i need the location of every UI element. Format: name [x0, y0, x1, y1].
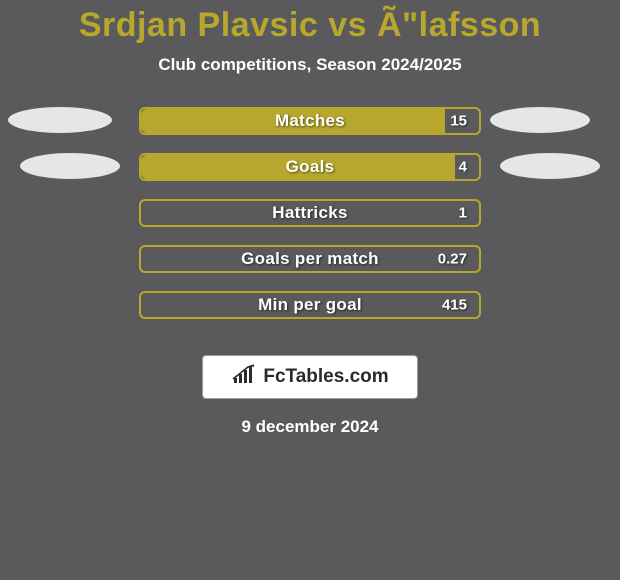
stat-row: Goals per match0.27 [0, 245, 620, 273]
fctables-logo: FcTables.com [202, 355, 418, 399]
page-subtitle: Club competitions, Season 2024/2025 [0, 55, 620, 75]
chart-icon [231, 364, 257, 391]
stat-row: Goals4 [0, 153, 620, 181]
stat-value: 15 [450, 113, 467, 130]
stat-bar: Min per goal415 [139, 291, 481, 319]
stat-label: Goals per match [141, 249, 479, 269]
stat-value: 4 [459, 159, 467, 176]
stat-value: 0.27 [438, 251, 467, 268]
page-title: Srdjan Plavsic vs Ã"lafsson [0, 0, 620, 45]
snapshot-date: 9 december 2024 [0, 417, 620, 437]
stat-label: Hattricks [141, 203, 479, 223]
logo-text: FcTables.com [263, 366, 388, 388]
stat-label: Goals [141, 157, 479, 177]
stats-rows: Matches15 Goals4 Hattricks1 Goals per match… [0, 107, 620, 337]
stat-label: Matches [141, 111, 479, 131]
stat-bar: Matches15 [139, 107, 481, 135]
stat-row: Min per goal415 [0, 291, 620, 319]
stat-bar: Goals4 [139, 153, 481, 181]
stat-bar: Hattricks1 [139, 199, 481, 227]
stat-label: Min per goal [141, 295, 479, 315]
stat-value: 415 [442, 297, 467, 314]
stat-value: 1 [459, 205, 467, 222]
stat-bar: Goals per match0.27 [139, 245, 481, 273]
stat-row: Matches15 [0, 107, 620, 135]
stat-row: Hattricks1 [0, 199, 620, 227]
